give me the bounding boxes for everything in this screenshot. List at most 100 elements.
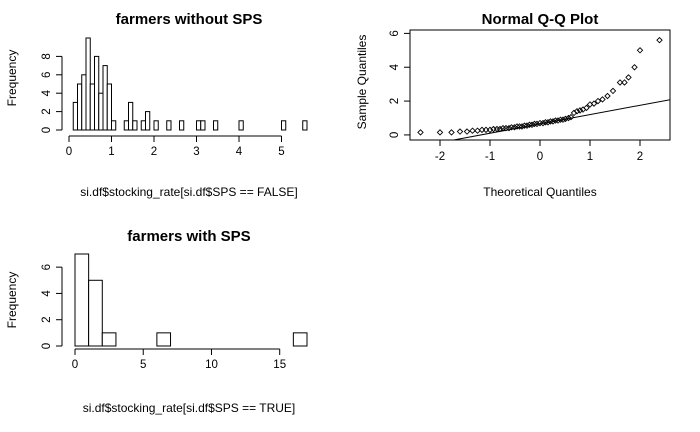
histogram-bar <box>77 83 83 131</box>
qq-point <box>547 118 554 125</box>
histogram-without-sps: farmers without SPS si.df$stocking_rate[… <box>5 11 308 199</box>
histogram-bar <box>166 120 172 131</box>
qq-point <box>456 128 464 135</box>
histogram-bar <box>102 65 108 131</box>
qq-point <box>625 74 632 81</box>
x-tick-label: 5 <box>278 146 284 158</box>
y-tick-label: 0 <box>389 132 401 138</box>
x-tick-label: 0 <box>537 151 543 163</box>
x-axis-label: Theoretical Quantiles <box>483 185 596 199</box>
histogram-bar <box>81 74 87 131</box>
histogram-bar <box>85 37 91 131</box>
qq-point <box>486 126 494 134</box>
x-tick-label: 1 <box>108 146 114 158</box>
qq-point <box>631 63 638 71</box>
x-tick-label: 3 <box>193 146 199 158</box>
qq-point <box>590 100 598 107</box>
histogram-bar <box>106 83 112 131</box>
histogram-bar <box>213 120 219 131</box>
qq-point <box>469 127 476 134</box>
qq-point <box>526 121 533 129</box>
qq-point <box>604 92 611 100</box>
y-tick-label: 6 <box>41 264 53 270</box>
qq-point <box>616 79 624 86</box>
qq-point <box>576 107 584 114</box>
y-tick-label: 0 <box>41 127 53 133</box>
qq-point <box>599 96 606 103</box>
y-tick-label: 2 <box>389 98 401 104</box>
qq-point <box>567 113 575 121</box>
histogram-bar <box>200 120 206 131</box>
histogram-bar <box>98 92 104 131</box>
histogram-bar <box>111 120 117 131</box>
qq-point <box>523 122 531 129</box>
qq-point <box>516 123 523 130</box>
qq-point <box>496 125 504 133</box>
histogram-bar <box>292 332 308 347</box>
qq-point <box>583 104 590 112</box>
qq-point <box>636 47 644 54</box>
x-axis-label: si.df$stocking_rate[si.df$SPS == TRUE] <box>83 401 296 415</box>
qq-point <box>621 79 628 86</box>
qq-point <box>656 36 663 44</box>
x-tick-label: 5 <box>140 359 146 371</box>
x-tick-label: 2 <box>151 146 157 158</box>
y-tick-label: 4 <box>41 290 53 297</box>
y-tick-label: 6 <box>41 72 53 78</box>
histogram-bar <box>101 332 117 347</box>
qq-point <box>594 97 602 105</box>
qq-point <box>554 117 562 124</box>
x-tick-label: -2 <box>435 151 445 163</box>
x-tick-label: 0 <box>72 359 78 371</box>
histogram-bar <box>302 120 308 131</box>
histogram-bar <box>74 253 90 347</box>
histogram-bar <box>123 120 129 131</box>
histogram-bar <box>238 120 244 131</box>
qq-point <box>609 87 617 95</box>
qq-point <box>521 122 528 129</box>
y-tick-label: 2 <box>41 108 53 114</box>
histogram-bar <box>140 120 146 131</box>
x-tick-label: 4 <box>236 146 243 158</box>
qq-point <box>518 123 526 130</box>
qq-point <box>539 119 547 127</box>
qq-point <box>552 117 559 124</box>
histogram-bar <box>132 120 138 131</box>
qq-point <box>557 116 564 123</box>
x-tick-label: 0 <box>66 146 72 158</box>
qq-point <box>565 114 572 122</box>
x-tick-label: -1 <box>485 151 495 163</box>
qq-point <box>448 129 455 136</box>
qq-plot: Normal Q-Q Plot Theoretical Quantiles Sa… <box>355 11 671 199</box>
chart-title: farmers with SPS <box>127 228 250 245</box>
qq-point <box>562 115 569 123</box>
x-tick-label: 2 <box>637 151 643 163</box>
histogram-bar <box>88 279 103 347</box>
histogram-bar <box>281 120 287 131</box>
histogram-bar <box>128 101 134 131</box>
histogram-bar <box>179 120 185 131</box>
histogram-bar <box>156 332 172 347</box>
x-tick-label: 10 <box>205 359 218 371</box>
chart-title: Normal Q-Q Plot <box>482 11 599 28</box>
qq-point <box>436 129 444 136</box>
chart-title: farmers without SPS <box>116 11 263 28</box>
histogram-bar <box>72 101 78 131</box>
y-tick-label: 4 <box>41 89 53 96</box>
histogram-bar <box>94 55 100 131</box>
histogram-bar <box>89 83 95 131</box>
y-axis-label: Sample Quantiles <box>355 35 369 130</box>
x-tick-label: 15 <box>273 359 286 371</box>
histogram-bar <box>196 120 202 131</box>
qq-point <box>513 123 521 130</box>
qq-point <box>549 118 557 125</box>
histogram-bar <box>153 120 159 131</box>
qq-point <box>559 116 567 123</box>
qq-point <box>531 120 538 128</box>
y-tick-label: 6 <box>389 30 401 36</box>
qq-point <box>542 118 549 126</box>
y-tick-label: 0 <box>41 343 53 349</box>
y-tick-label: 8 <box>41 53 53 59</box>
qq-point <box>505 124 513 132</box>
histogram-bar <box>145 111 151 131</box>
